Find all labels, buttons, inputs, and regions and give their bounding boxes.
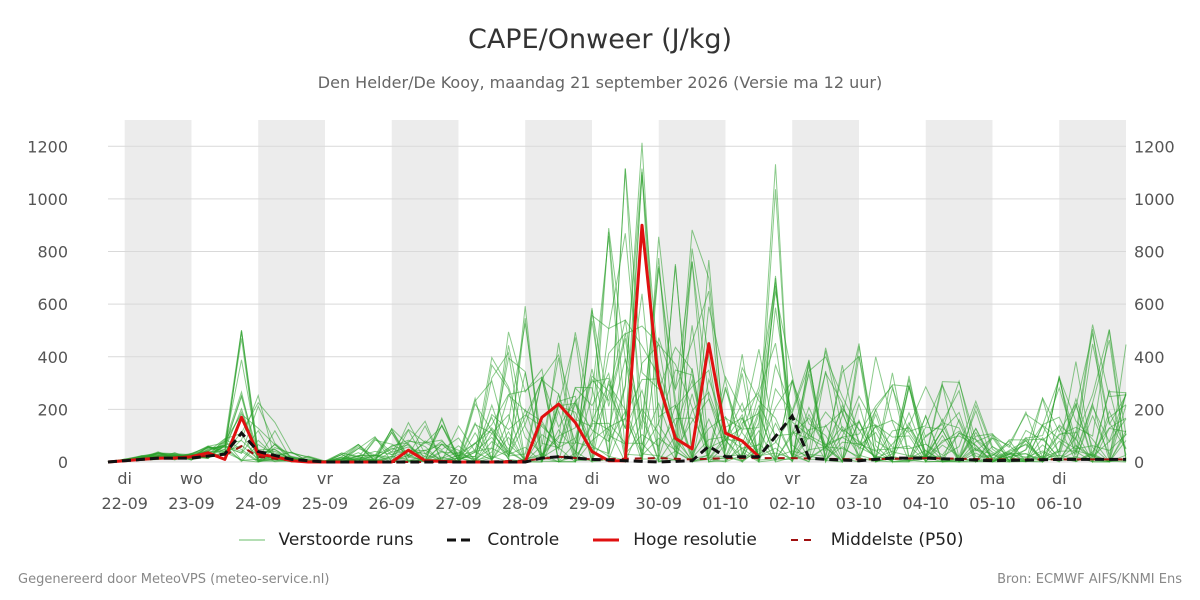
control-line — [107, 413, 1126, 464]
legend-label-perturbed: Verstoorde runs — [278, 530, 414, 550]
legend-swatch-median — [790, 539, 817, 541]
y-tick-label-right: 800 — [1134, 243, 1165, 262]
x-tick-day-label: wo — [647, 469, 670, 488]
footer-generated-by: Gegenereerd door MeteoVPS (meteo-service… — [18, 572, 330, 587]
chart-legend: Verstoorde runs Controle Hoge resolutie … — [0, 530, 1200, 550]
y-tick-label-left: 1000 — [27, 190, 68, 209]
y-tick-label-right: 200 — [1134, 400, 1165, 419]
y-tick-label-right: 400 — [1134, 348, 1165, 367]
x-tick-date-label: 06-10 — [1036, 494, 1083, 513]
y-tick-label-left: 1200 — [27, 137, 68, 156]
shaded-band — [391, 120, 459, 462]
legend-label-hires: Hoge resolutie — [633, 530, 757, 550]
x-tick-date-label: 01-10 — [702, 494, 749, 513]
y-tick-label-right: 1200 — [1134, 137, 1175, 156]
y-tick-label-left: 400 — [37, 348, 68, 367]
x-tick-day-label: ma — [513, 469, 538, 488]
legend-label-median: Middelste (P50) — [830, 530, 964, 550]
ensemble-member-line — [107, 306, 1127, 463]
chart-subtitle: Den Helder/De Kooy, maandag 21 september… — [317, 73, 883, 92]
y-tick-label-left: 600 — [37, 295, 68, 314]
x-tick-date-label: 04-10 — [902, 494, 949, 513]
shaded-band — [258, 120, 325, 462]
x-tick-day-label: di — [117, 469, 132, 488]
ensemble-member-line — [107, 290, 1127, 463]
y-tick-label-right: 600 — [1134, 295, 1165, 314]
x-tick-day-label: do — [248, 469, 268, 488]
x-tick-date-label: 25-09 — [302, 494, 349, 513]
x-tick-date-label: 22-09 — [101, 494, 148, 513]
x-tick-date-label: 30-09 — [635, 494, 682, 513]
y-tick-label-left: 800 — [37, 243, 68, 262]
x-tick-day-label: vr — [784, 469, 800, 488]
chart-title: CAPE/Onweer (J/kg) — [467, 24, 732, 55]
legend-swatch-perturbed — [238, 539, 265, 541]
legend-item-median: Middelste (P50) — [789, 530, 964, 550]
ensemble-member-line — [107, 168, 1127, 463]
x-tick-day-label: vr — [317, 469, 333, 488]
y-tick-label-left: 0 — [58, 453, 68, 472]
ensemble-member-line — [107, 278, 1127, 463]
legend-swatch-hires — [593, 538, 620, 542]
y-tick-label-right: 0 — [1134, 453, 1144, 472]
shaded-band — [1059, 120, 1126, 462]
legend-item-control: Controle — [445, 530, 559, 550]
x-tick-date-label: 28-09 — [502, 494, 549, 513]
legend-label-control: Controle — [487, 530, 560, 550]
shaded-band — [792, 120, 859, 462]
legend-swatch-control — [447, 538, 474, 542]
x-tick-date-label: 26-09 — [368, 494, 415, 513]
x-tick-day-label: wo — [180, 469, 203, 488]
x-tick-date-label: 29-09 — [569, 494, 616, 513]
x-tick-day-label: di — [1052, 469, 1067, 488]
x-tick-date-label: 03-10 — [836, 494, 883, 513]
legend-item-perturbed: Verstoorde runs — [237, 530, 414, 550]
shaded-band — [124, 120, 192, 462]
shaded-band — [658, 120, 726, 462]
x-tick-day-label: ma — [980, 469, 1005, 488]
x-tick-date-label: 27-09 — [435, 494, 482, 513]
x-tick-date-label: 23-09 — [168, 494, 215, 513]
x-tick-day-label: do — [715, 469, 735, 488]
x-tick-date-label: 05-10 — [969, 494, 1016, 513]
x-tick-day-label: di — [585, 469, 600, 488]
x-tick-day-label: zo — [449, 469, 467, 488]
y-tick-label-right: 1000 — [1134, 190, 1175, 209]
x-tick-day-label: za — [850, 469, 868, 488]
legend-item-hires: Hoge resolutie — [591, 530, 757, 550]
y-tick-label-left: 200 — [37, 400, 68, 419]
footer-source: Bron: ECMWF AIFS/KNMI Ens — [997, 572, 1182, 587]
ensemble-member-line — [107, 261, 1127, 463]
x-tick-day-label: za — [383, 469, 401, 488]
x-tick-date-label: 24-09 — [235, 494, 282, 513]
x-tick-day-label: zo — [917, 469, 935, 488]
x-tick-date-label: 02-10 — [769, 494, 816, 513]
